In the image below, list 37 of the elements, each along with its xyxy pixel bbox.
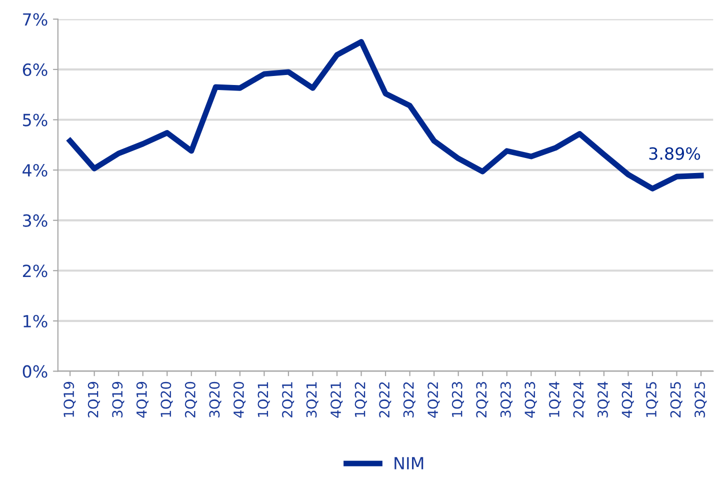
x-tick-label: 2Q22 [379,382,392,418]
y-tick-label: 0% [22,365,48,378]
x-tick-label: 3Q22 [403,382,416,418]
x-tick-label: 1Q25 [646,382,658,417]
x-tick-label: 2Q20 [184,382,198,418]
legend-label: NIM [394,457,424,470]
x-tick-label: 3Q19 [112,382,124,418]
x-tick-label: 1Q19 [64,382,76,417]
x-tick-label: 1Q22 [354,382,367,417]
y-tick-label: 1% [24,314,48,328]
x-tick-label: 2Q24 [573,382,586,418]
x-tick-label: 4Q21 [330,382,343,418]
x-tick-label: 1Q23 [452,382,464,417]
y-tick-label: 2% [22,264,48,278]
x-tick-label: 2Q19 [88,382,100,418]
y-tick-label: 5% [23,114,48,126]
x-tick-label: 2Q25 [670,382,682,418]
x-tick-label: 4Q23 [524,382,537,418]
y-tick-label: 6% [22,63,48,76]
y-tick-label: 3% [23,214,48,227]
x-tick-label: 3Q20 [209,382,222,418]
x-tick-label: 1Q20 [160,382,173,417]
x-tick-label: 2Q23 [476,382,488,418]
x-tick-label: 1Q24 [548,382,562,417]
x-tick-label: 4Q24 [622,382,634,418]
x-tick-label: 3Q21 [306,382,318,418]
y-tick-label: 7% [23,13,48,26]
x-tick-label: 4Q22 [428,382,440,418]
x-tick-label: 1Q21 [258,382,270,417]
x-tick-label: 3Q23 [500,382,512,418]
x-tick-label: 3Q24 [597,382,610,418]
x-tick-label: 3Q25 [694,382,707,418]
x-tick-label: 4Q20 [233,382,246,418]
x-tick-label: 2Q21 [282,382,294,418]
x-tick-label: 4Q19 [136,382,148,418]
data-label: 3.89% [649,147,700,160]
y-tick-label: 4% [22,164,48,177]
